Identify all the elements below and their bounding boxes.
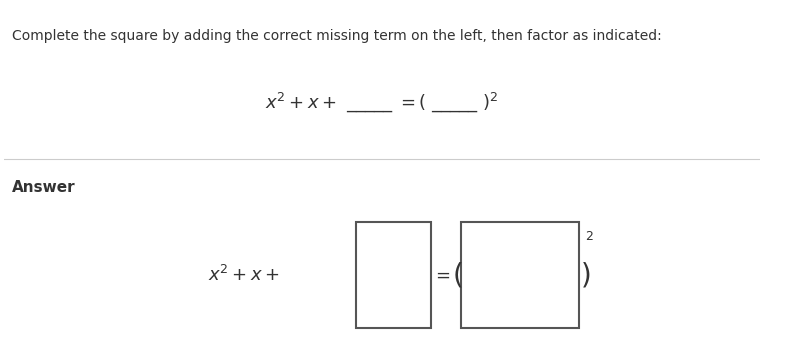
Text: $x^2 + x +$ _____ $= ($ _____ $)^2$: $x^2 + x +$ _____ $= ($ _____ $)^2$ <box>266 91 498 114</box>
Text: $($: $($ <box>451 260 462 289</box>
FancyBboxPatch shape <box>355 222 431 328</box>
Text: $=$: $=$ <box>432 266 450 284</box>
FancyBboxPatch shape <box>462 222 578 328</box>
Text: $)$: $)$ <box>580 260 590 289</box>
Text: $x^2 + x +$: $x^2 + x +$ <box>208 265 280 285</box>
Text: $2$: $2$ <box>585 230 593 243</box>
Text: Answer: Answer <box>12 180 75 195</box>
Text: Complete the square by adding the correct missing term on the left, then factor : Complete the square by adding the correc… <box>12 29 662 43</box>
